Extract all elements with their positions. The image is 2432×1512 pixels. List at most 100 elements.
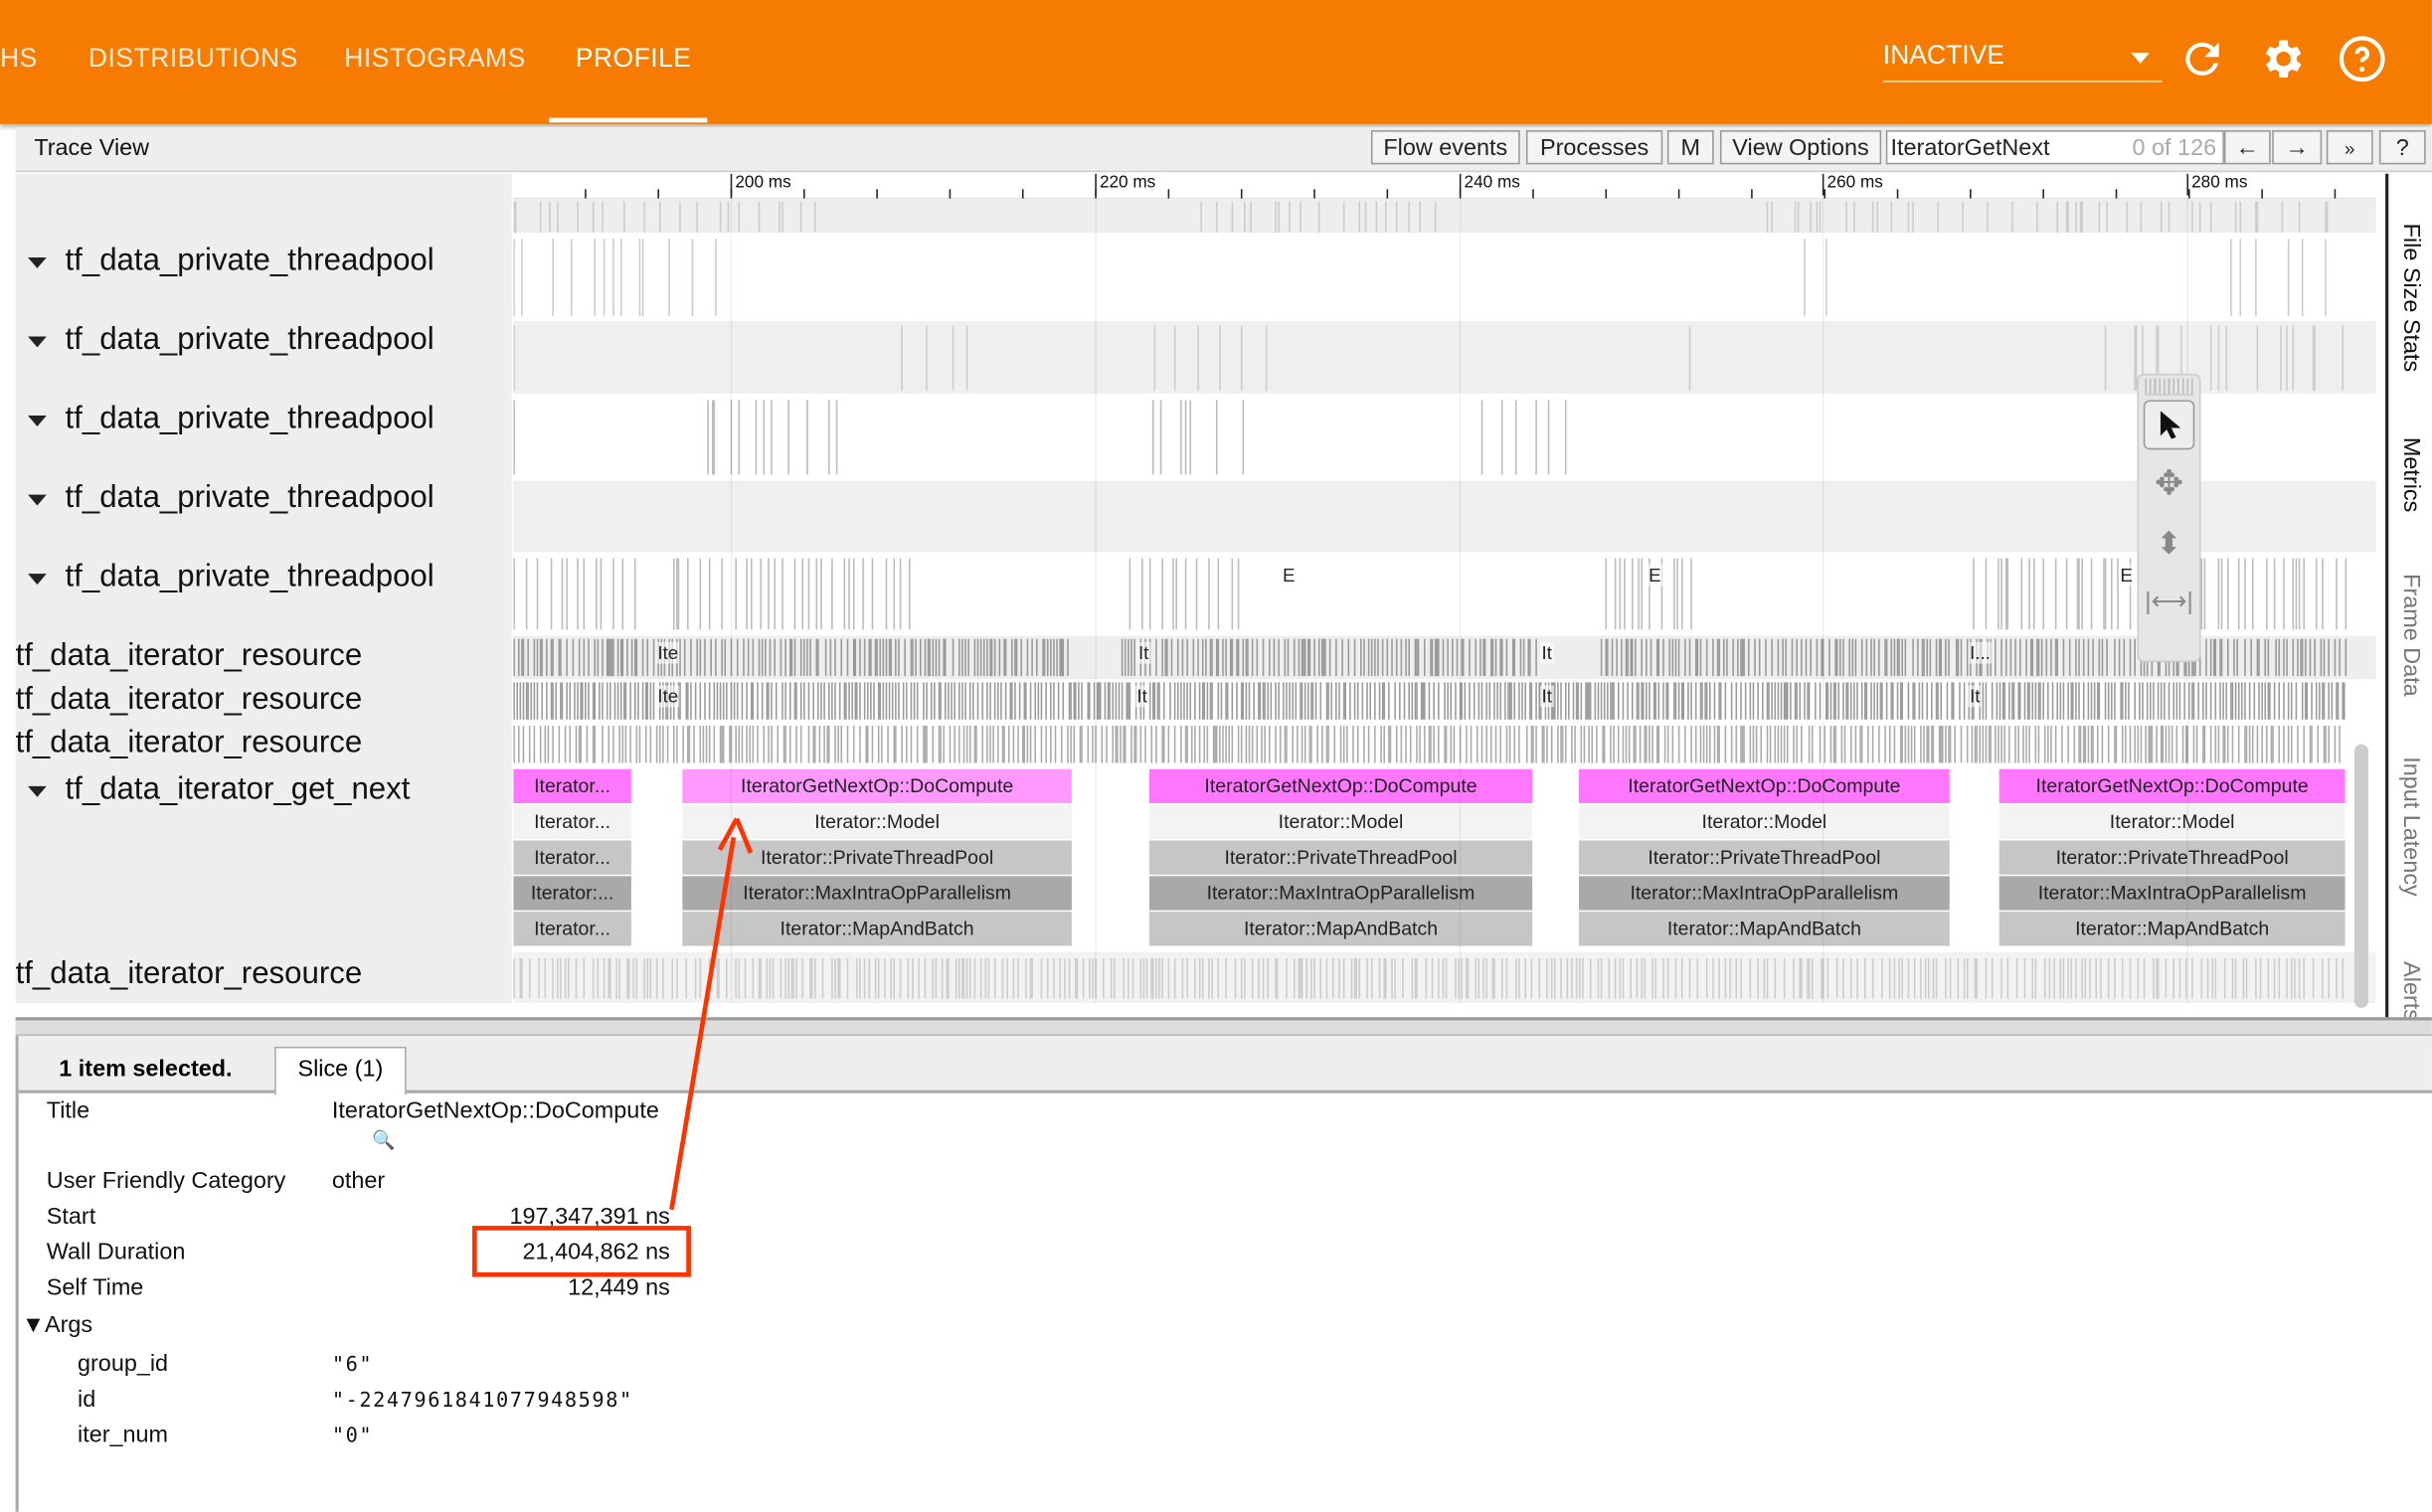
trace-event[interactable] [1753,638,1756,677]
trace-event[interactable] [633,638,635,677]
trace-event[interactable] [633,558,636,630]
tab-slice[interactable]: Slice (1) [274,1046,407,1095]
trace-event[interactable] [1504,682,1507,720]
trace-event[interactable] [1892,682,1894,720]
trace-event[interactable] [2256,325,2258,392]
trace-event[interactable] [1505,638,1508,677]
event-marker[interactable]: E [1281,564,1298,587]
trace-event[interactable] [1020,638,1023,677]
trace-event[interactable] [2191,201,2194,233]
trace-event[interactable] [2193,682,2195,720]
trace-event[interactable] [1819,201,1822,233]
trace-event[interactable] [1611,682,1614,720]
trace-event[interactable] [2260,682,2263,720]
trace-event[interactable] [628,958,630,999]
trace-event[interactable] [1910,726,1912,763]
trace-event[interactable] [1739,638,1742,677]
trace-event[interactable] [516,682,519,720]
trace-event[interactable] [1700,682,1702,720]
trace-event[interactable] [1515,400,1518,475]
trace-event[interactable] [1208,558,1211,630]
trace-event[interactable] [1066,726,1068,763]
trace-event[interactable] [2078,558,2081,630]
trace-event[interactable] [718,958,721,999]
trace-event[interactable] [1749,958,1752,999]
trace-event[interactable] [1883,726,1886,763]
trace-event[interactable] [808,958,811,999]
trace-event[interactable] [2306,682,2308,720]
trace-event[interactable] [1849,726,1852,763]
trace-event[interactable] [725,682,728,720]
trace-event[interactable] [641,682,643,720]
trace-event[interactable] [2317,726,2319,763]
trace-event[interactable] [1990,726,1992,763]
trace-event[interactable] [821,958,824,999]
trace-event[interactable] [1629,638,1632,677]
trace-event[interactable] [1438,726,1440,763]
trace-event[interactable] [717,682,719,720]
event-marker[interactable]: It [1539,685,1554,708]
trace-event[interactable] [552,726,555,763]
trace-event[interactable] [1998,558,2000,630]
trace-event[interactable] [1667,726,1669,763]
trace-event[interactable] [667,239,670,317]
trace-event[interactable] [1604,638,1607,677]
trace-event[interactable] [1991,682,1993,720]
trace-event[interactable] [2065,201,2068,233]
trace-event[interactable] [2117,558,2119,630]
trace-event[interactable] [1641,958,1643,999]
trace-event[interactable] [699,558,702,630]
trace-event[interactable] [2068,638,2071,677]
trace-event[interactable] [1416,958,1419,999]
trace-event[interactable] [758,201,761,233]
trace-event[interactable] [1696,958,1698,999]
trace-event[interactable] [784,726,787,763]
trace-event[interactable] [1912,201,1914,233]
trace-event[interactable] [1832,682,1835,720]
trace-event[interactable] [2055,638,2058,677]
trace-event[interactable] [1442,638,1444,677]
trace-event[interactable] [1735,682,1738,720]
trace-event[interactable] [1262,638,1264,677]
trace-event[interactable] [2122,682,2125,720]
trace-event[interactable] [1674,638,1677,677]
trace-event[interactable] [1410,958,1413,999]
trace-event[interactable] [607,958,609,999]
trace-event[interactable] [2207,958,2209,999]
trace-event[interactable] [1107,682,1110,720]
trace-event[interactable] [2037,726,2040,763]
trace-event[interactable] [1677,682,1680,720]
trace-event[interactable] [1801,958,1803,999]
trace-event[interactable] [639,726,641,763]
trace-event[interactable] [679,638,682,677]
trace-event[interactable] [1240,325,1243,392]
trace-event[interactable] [2286,325,2289,392]
trace-event[interactable] [2153,682,2155,720]
trace-event[interactable] [1744,682,1747,720]
trace-event[interactable] [2066,726,2069,763]
trace-event[interactable] [711,400,713,475]
trace-event[interactable] [1790,638,1793,677]
trace-event[interactable] [1619,558,1621,630]
trace-event[interactable] [2024,726,2027,763]
trace-event[interactable] [1081,726,1083,763]
trace-event[interactable] [2175,682,2177,720]
slice-pool[interactable]: Iterator::PrivateThreadPool [1148,840,1533,875]
trace-event[interactable] [1138,726,1141,763]
tab-histograms[interactable]: HISTOGRAMS [344,43,526,74]
trace-event[interactable] [2209,726,2211,763]
trace-event[interactable] [2205,682,2207,720]
trace-event[interactable] [1434,201,1436,233]
trace-event[interactable] [1672,558,1675,630]
trace-event[interactable] [1409,726,1412,763]
trace-event[interactable] [1481,958,1484,999]
trace-event[interactable] [2237,726,2240,763]
trace-event[interactable] [571,638,574,677]
trace-event[interactable] [1475,638,1477,677]
trace-event[interactable] [803,638,806,677]
trace-event[interactable] [1158,682,1161,720]
trace-event[interactable] [1454,682,1457,720]
trace-event[interactable] [2024,638,2027,677]
trace-event[interactable] [745,726,748,763]
trace-event[interactable] [752,726,755,763]
